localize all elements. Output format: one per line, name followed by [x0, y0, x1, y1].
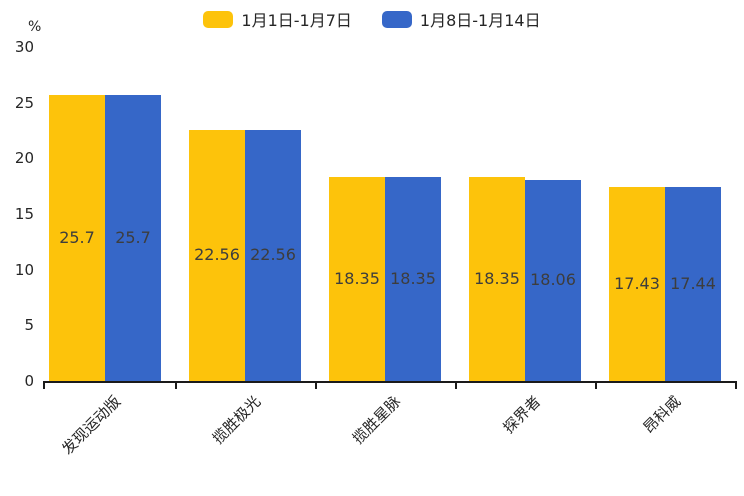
y-axis-tick-label: 10: [14, 260, 34, 279]
legend-label: 1月1日-1月7日: [241, 11, 352, 30]
bar-value-label: 18.06: [530, 270, 576, 290]
bar-value-label: 25.7: [115, 227, 151, 247]
y-axis-tick-label: 15: [14, 205, 34, 223]
x-axis-category-label: 探界者: [499, 392, 545, 437]
bar: [609, 186, 665, 381]
bar: [329, 176, 385, 381]
bar: [245, 129, 301, 381]
y-axis-tick-label: 25: [14, 93, 34, 112]
y-axis-tick-label: 20: [14, 149, 34, 168]
bar-value-label: 18.35: [474, 268, 520, 288]
bar-value-label: 17.44: [670, 273, 716, 293]
y-axis-tick-label: 5: [24, 316, 34, 335]
bar: [525, 179, 581, 381]
legend-item: 1月8日-1月14日: [381, 7, 541, 31]
bar: [49, 94, 105, 381]
bar-value-label: 22.56: [194, 245, 240, 265]
x-axis-tick: [735, 381, 737, 389]
y-axis-tick-label: 0: [24, 372, 34, 390]
x-axis-category-label: 昂科威: [639, 392, 685, 437]
bar: [105, 94, 161, 381]
bar: [385, 176, 441, 381]
x-axis-tick: [595, 381, 597, 389]
legend-swatch-icon: [381, 10, 412, 28]
x-axis-tick: [43, 381, 45, 389]
y-axis-unit-label: %: [28, 19, 42, 35]
bar: [189, 129, 245, 381]
legend-item: 1月1日-1月7日: [203, 7, 352, 31]
bar-value-label: 18.35: [390, 268, 436, 288]
legend: 1月1日-1月7日 1月8日-1月14日: [0, 7, 744, 31]
legend-label: 1月8日-1月14日: [419, 11, 541, 30]
y-axis-tick-label: 30: [14, 38, 34, 56]
x-axis-category-label: 揽胜星脉: [348, 392, 405, 448]
bar: [665, 186, 721, 381]
bar-value-label: 22.56: [250, 245, 296, 265]
x-axis-tick: [455, 381, 457, 389]
x-axis-tick: [315, 381, 317, 389]
plot-area: 25.7 25.7 发现运动版 22.56 22.56 揽胜极光 18.35 18.35 揽胜星…: [43, 47, 737, 458]
bar: [469, 176, 525, 381]
bar-value-label: 17.43: [614, 273, 660, 293]
x-axis-category-label: 发现运动版: [58, 392, 125, 459]
bar-value-label: 25.7: [59, 227, 95, 247]
legend-swatch-icon: [203, 10, 234, 28]
bar-value-label: 18.35: [334, 268, 380, 288]
x-axis-category-label: 揽胜极光: [208, 392, 265, 448]
x-axis-tick: [175, 381, 177, 389]
